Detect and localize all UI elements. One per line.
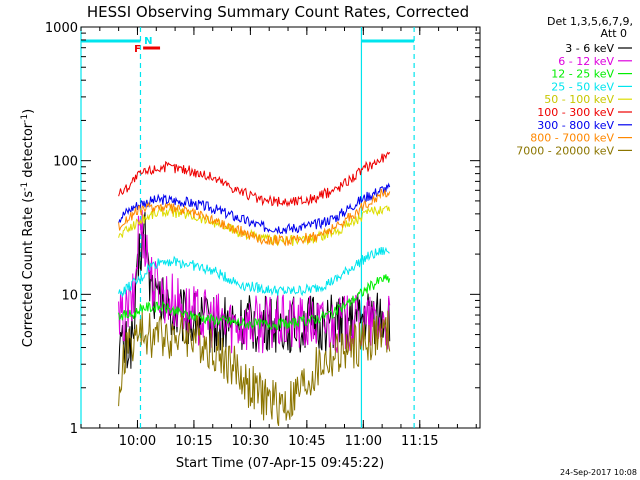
x-tick-label: 11:00 (345, 434, 382, 449)
y-tick-label: 1 (70, 422, 78, 437)
x-tick-label: 11:15 (401, 434, 438, 449)
timestamp: 24-Sep-2017 10:08 (560, 468, 637, 477)
y-axis-label-sup: -1 (20, 114, 30, 123)
y-axis-label-part: ) (21, 109, 36, 114)
legend-entry-label: 300 - 800 keV (537, 119, 614, 132)
legend-header: Att 0 (601, 27, 627, 40)
legend-entry-label: 6 - 12 keV (558, 55, 614, 68)
legend-header: Det 1,3,5,6,7,9, (547, 15, 633, 28)
series-line-6 (118, 151, 391, 208)
legend-entry-label: 25 - 50 keV (551, 80, 614, 93)
flag-n: N (144, 36, 152, 47)
y-axis-label-sup: -1 (20, 182, 30, 191)
y-axis-label-part: detector (21, 122, 36, 182)
series-line-8 (118, 188, 391, 247)
x-tick-label: 10:00 (119, 434, 156, 449)
series-line-3 (118, 274, 391, 331)
x-tick-label: 10:15 (175, 434, 212, 449)
legend-entry-label: 12 - 25 keV (551, 68, 614, 81)
y-axis-label-part: Corrected Count Rate (s (21, 191, 36, 348)
series-line-7 (118, 182, 391, 235)
y-tick-label: 1000 (45, 21, 78, 36)
series-line-9 (118, 310, 391, 426)
series-layer (118, 151, 391, 426)
series-line-4 (118, 246, 390, 298)
axis-ticks: 10:00 10:15 10:30 10:45 11:00 11:15 1 10 100 1000 (45, 21, 480, 449)
flag-f: F (134, 44, 141, 55)
series-line-5 (118, 205, 391, 247)
x-tick-label: 10:45 (288, 434, 325, 449)
y-tick-label: 100 (53, 155, 78, 170)
chart-title: HESSI Observing Summary Count Rates, Cor… (87, 3, 469, 21)
legend-entry-label: 800 - 7000 keV (530, 132, 614, 145)
y-tick-label: 10 (61, 288, 78, 303)
x-tick-label: 10:30 (232, 434, 269, 449)
legend-entry-label: 3 - 6 keV (565, 42, 614, 55)
x-axis-label: Start Time (07-Apr-15 09:45:22) (176, 456, 384, 471)
legend-entry-label: 50 - 100 keV (544, 93, 614, 106)
legend-entry-label: 100 - 300 keV (537, 106, 614, 119)
y-axis-label: Corrected Count Rate (s-1 detector-1) (20, 109, 36, 347)
legend-entry-label: 7000 - 20000 keV (516, 144, 614, 157)
